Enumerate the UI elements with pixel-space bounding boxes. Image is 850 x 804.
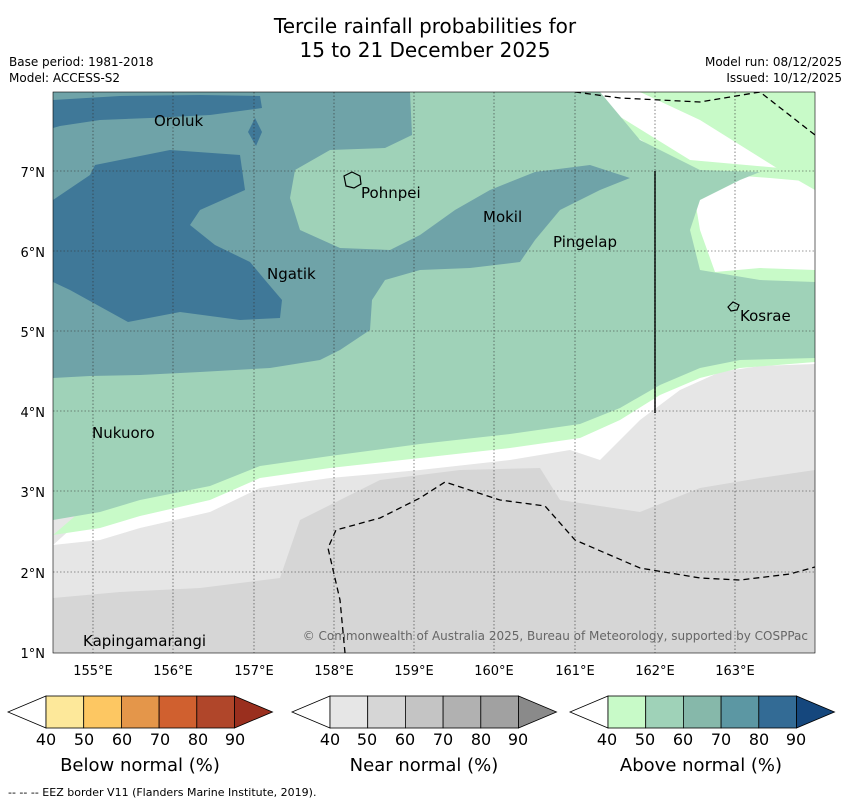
neutral-white-notch-ne (560, 92, 815, 272)
colorbar-extend-high (796, 695, 836, 729)
near-normal-50-south (53, 468, 815, 653)
colorbar-extend-low (568, 695, 609, 729)
colorbar-segment (683, 695, 722, 729)
map-title-line-2: 15 to 21 December 2025 (299, 38, 551, 62)
issued-date: Issued: 10/12/2025 (726, 71, 842, 85)
lon-tick: 163°E (715, 664, 755, 679)
above-tick: 50 (634, 730, 656, 749)
colorbar-segment (720, 695, 760, 729)
lat-tick: 5°N (21, 326, 46, 341)
lon-tick: 155°E (73, 664, 113, 679)
label-oroluk: Oroluk (154, 112, 203, 130)
above-tick: 80 (748, 730, 770, 749)
colorbar-near-normal (290, 695, 558, 729)
label-nukuoro: Nukuoro (92, 424, 155, 442)
lon-tick: 157°E (234, 664, 274, 679)
lat-tick: 6°N (21, 246, 46, 261)
near-tick: 90 (507, 730, 529, 749)
above-tick: 40 (596, 730, 618, 749)
above-normal-title: Above normal (%) (619, 755, 783, 776)
colorbar-segment (442, 695, 482, 729)
lon-tick: 159°E (394, 664, 434, 679)
colorbar-extend-low (290, 695, 331, 729)
near-tick: 40 (319, 730, 341, 749)
model-name: Model: ACCESS-S2 (9, 71, 121, 85)
lon-tick: 161°E (555, 664, 595, 679)
above-normal-80-central (53, 150, 282, 322)
colorbar-extend-high (234, 695, 274, 729)
colorbar-segment (645, 695, 684, 729)
probability-field (53, 92, 815, 653)
colorbar-extend-high (518, 695, 558, 729)
near-tick: 70 (432, 730, 454, 749)
base-period: Base period: 1981-2018 (9, 55, 154, 69)
lon-tick: 158°E (314, 664, 354, 679)
colorbar-segment (480, 695, 519, 729)
above-tick: 70 (710, 730, 732, 749)
colorbar-below-normal (6, 695, 274, 729)
colorbar-above-normal (568, 695, 836, 729)
below-normal-title: Below normal (%) (60, 755, 220, 776)
model-run-date: Model run: 08/12/2025 (704, 55, 842, 69)
label-ngatik: Ngatik (267, 265, 316, 283)
above-normal-80-spot (248, 118, 262, 146)
place-labels: Oroluk Pohnpei Mokil Pingelap Ngatik Kos… (83, 112, 791, 650)
label-kapingamarangi: Kapingamarangi (83, 632, 206, 650)
eez-border (327, 92, 815, 653)
latitude-axis: 7°N 6°N 5°N 4°N 3°N 2°N 1°N (21, 166, 46, 662)
label-pingelap: Pingelap (553, 233, 617, 251)
above-tick: 90 (785, 730, 807, 749)
label-pohnpei: Pohnpei (361, 184, 421, 202)
lon-tick: 160°E (474, 664, 514, 679)
near-tick: 60 (394, 730, 416, 749)
colorbar-extend-low (6, 695, 47, 729)
lat-tick: 4°N (21, 406, 46, 421)
gridlines (53, 92, 815, 653)
label-kosrae: Kosrae (740, 307, 791, 325)
above-tick: 60 (672, 730, 694, 749)
copyright-notice: © Commonwealth of Australia 2025, Bureau… (303, 629, 808, 643)
near-normal-title: Near normal (%) (349, 755, 499, 776)
lon-tick: 156°E (153, 664, 193, 679)
near-tick: 80 (470, 730, 492, 749)
below-tick: 50 (73, 730, 95, 749)
colorbar-segment (367, 695, 406, 729)
near-tick: 50 (356, 730, 378, 749)
colorbar-segment (329, 695, 369, 729)
pohnpei-island-shape (343, 171, 362, 189)
colorbar-segment (196, 695, 235, 729)
above-normal-80 (53, 95, 262, 128)
label-mokil: Mokil (483, 208, 522, 226)
map-title-line-1: Tercile rainfall probabilities for (273, 14, 577, 38)
lat-tick: 1°N (21, 647, 46, 662)
colorbar-segment (83, 695, 122, 729)
below-tick: 90 (224, 730, 246, 749)
colorbar-segment (158, 695, 198, 729)
colorbar-segment (758, 695, 797, 729)
lon-tick: 162°E (635, 664, 675, 679)
colorbar-segment (607, 695, 647, 729)
kosrae-island-shape (727, 301, 740, 312)
colorbar-segment (121, 695, 160, 729)
below-tick: 80 (187, 730, 209, 749)
above-normal-50-ne-strip (580, 92, 815, 182)
colorbar-segment (404, 695, 444, 729)
eez-footnote: -- -- -- EEZ border V11 (Flanders Marine… (8, 786, 317, 799)
lat-tick: 7°N (21, 166, 46, 181)
below-tick: 60 (111, 730, 133, 749)
lat-tick: 2°N (21, 567, 46, 582)
below-tick: 70 (149, 730, 171, 749)
lat-tick: 3°N (21, 486, 46, 501)
below-tick: 40 (35, 730, 57, 749)
longitude-axis: 155°E 156°E 157°E 158°E 159°E 160°E 161°… (73, 664, 755, 679)
map-frame (52, 91, 816, 654)
colorbar-segment (45, 695, 85, 729)
